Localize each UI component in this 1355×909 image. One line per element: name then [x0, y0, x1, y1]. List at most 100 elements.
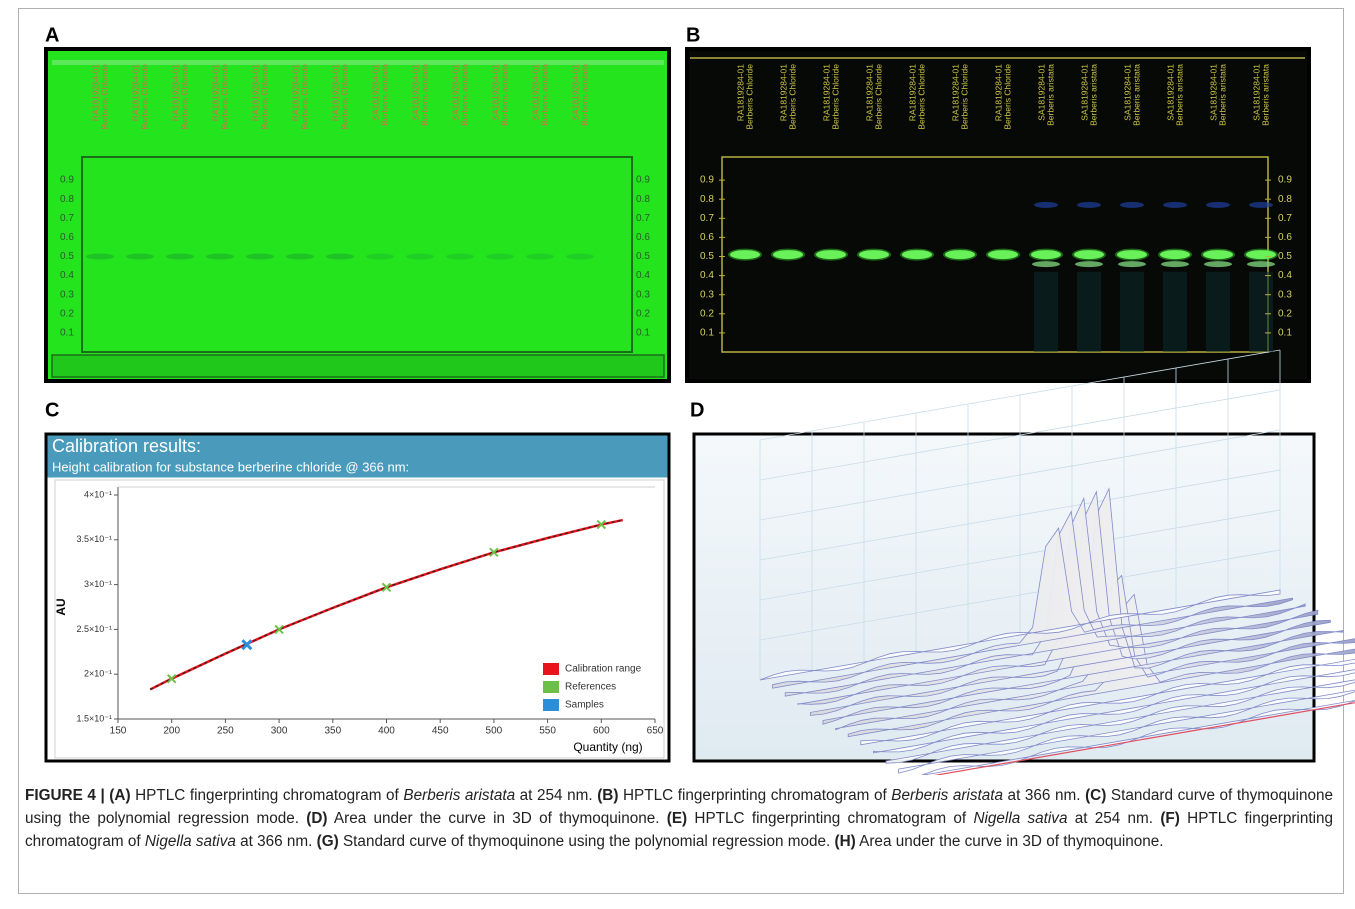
- band: [1075, 261, 1103, 268]
- trace-3d: [797, 496, 1319, 705]
- lane-name: Berberis aristata: [1260, 64, 1270, 126]
- y-tick-label: 2.5×10⁻¹: [76, 624, 112, 634]
- lane-name: Berberis Chloride: [259, 64, 269, 130]
- plate-a: [44, 47, 671, 383]
- chart-title: Calibration results:: [52, 436, 201, 456]
- band: [773, 250, 803, 260]
- legend-label: References: [565, 682, 616, 693]
- lane-smear: [1034, 271, 1058, 352]
- lane-id: RA1819284-01: [778, 64, 788, 121]
- band: [166, 253, 194, 260]
- lane-name: Berberis aristata: [379, 64, 389, 126]
- lane-id: RA1819284-01: [210, 64, 220, 121]
- caption-run: HPTLC fingerprinting chromatogram of: [130, 787, 404, 804]
- band: [1117, 250, 1147, 260]
- rf-tick-label: 0.2: [700, 308, 714, 319]
- y-tick-label: 2×10⁻¹: [84, 669, 112, 679]
- plate-frame: [81, 156, 633, 353]
- rf-tick-label: 0.6: [60, 232, 74, 243]
- lane-name: Berberis aristata: [1045, 64, 1055, 126]
- rf-tick-label: 0.6: [700, 232, 714, 243]
- lane-name: Berberis Chloride: [873, 64, 883, 130]
- band-glow: [1029, 248, 1063, 261]
- lane-id: RA1819284-01: [90, 64, 100, 121]
- caption-run: Nigella sativa: [973, 810, 1068, 827]
- band-glow: [1244, 248, 1278, 261]
- lane-name: Berberis aristata: [499, 64, 509, 126]
- trace-3d: [784, 510, 1306, 697]
- grid-line-3d: [759, 389, 1281, 481]
- x-tick-label: 250: [217, 726, 234, 737]
- band: [988, 250, 1018, 260]
- lane-id: RA1819284-01: [735, 64, 745, 121]
- figure: A B C D Calibration results: Height cali…: [44, 24, 1355, 775]
- band: [1203, 250, 1233, 260]
- rf-tick-label: 0.2: [636, 308, 650, 319]
- caption-run: FIGURE 4 | (A): [25, 787, 131, 804]
- lane-id: SA1819284-01: [1122, 64, 1132, 121]
- caption-run: Nigella sativa: [144, 833, 236, 850]
- band: [1206, 201, 1230, 208]
- rf-tick-label: 0.4: [60, 270, 74, 281]
- lane-smear: [1249, 271, 1273, 352]
- caption-run: Standard curve of thymoquinone using the…: [25, 787, 1333, 827]
- grid-line-3d: [759, 349, 1281, 441]
- lane-name: Berberis aristata: [539, 64, 549, 126]
- lane-name: Berberis aristata: [1131, 64, 1141, 126]
- legend-swatch: [543, 663, 559, 675]
- caption-run: (G): [316, 833, 339, 850]
- x-tick-label: 300: [271, 726, 288, 737]
- band-glow: [814, 248, 848, 261]
- band: [902, 250, 932, 260]
- lane-id: SA1819284-01: [1208, 64, 1218, 121]
- lane-name: Berberis aristata: [1088, 64, 1098, 126]
- band: [1120, 201, 1144, 208]
- caption-run: HPTLC fingerprinting chromatogram of: [25, 810, 1333, 850]
- rf-tick-label: 0.5: [60, 251, 74, 262]
- x-axis-label: Quantity (ng): [573, 740, 642, 754]
- band: [1032, 261, 1060, 268]
- data-point: [241, 639, 253, 651]
- band: [446, 253, 474, 260]
- band: [246, 253, 274, 260]
- caption-run: Berberis aristata: [891, 787, 1003, 804]
- band: [1031, 250, 1061, 260]
- caption-run: (E): [666, 810, 688, 827]
- rf-tick-label: 0.7: [60, 213, 74, 224]
- band: [486, 253, 514, 260]
- lane-id: RA1819284-01: [290, 64, 300, 121]
- lane-id: RA1819284-01: [130, 64, 140, 121]
- lane-name: Berberis aristata: [1174, 64, 1184, 126]
- y-tick-label: 4×10⁻¹: [84, 489, 112, 499]
- x-tick-label: 650: [647, 726, 664, 737]
- rf-tick-label: 0.6: [1278, 232, 1292, 243]
- caption-run: (D): [306, 810, 328, 827]
- lane-smear: [1077, 271, 1101, 352]
- band: [1034, 201, 1058, 208]
- figure-frame: [18, 8, 1344, 894]
- lane-name: Berberis aristata: [1217, 64, 1227, 126]
- caption-run: at 366 nm.: [235, 833, 317, 850]
- x-tick-label: 150: [110, 726, 127, 737]
- lane-name: Berberis aristata: [579, 64, 589, 126]
- grid-line-3d: [759, 429, 1281, 521]
- rf-tick-label: 0.3: [636, 289, 650, 300]
- band-glow: [1072, 248, 1106, 261]
- band-glow: [857, 248, 891, 261]
- band: [526, 253, 554, 260]
- rf-tick-label: 0.5: [700, 251, 714, 262]
- rf-tick-label: 0.1: [700, 328, 714, 339]
- rf-tick-label: 0.4: [700, 270, 714, 281]
- rf-tick-label: 0.7: [636, 213, 650, 224]
- band-glow: [771, 248, 805, 261]
- band: [1161, 261, 1189, 268]
- rf-tick-label: 0.9: [636, 175, 650, 186]
- legend-swatch: [543, 681, 559, 693]
- legend-label: Samples: [565, 700, 604, 711]
- lane-name: Berberis Chloride: [959, 64, 969, 130]
- lane-id: SA1819284-01: [1079, 64, 1089, 121]
- trace-3d: [810, 490, 1331, 716]
- y-tick-label: 1.5×10⁻¹: [76, 713, 112, 723]
- band: [859, 250, 889, 260]
- caption-run: HPTLC fingerprinting chromatogram of: [618, 787, 892, 804]
